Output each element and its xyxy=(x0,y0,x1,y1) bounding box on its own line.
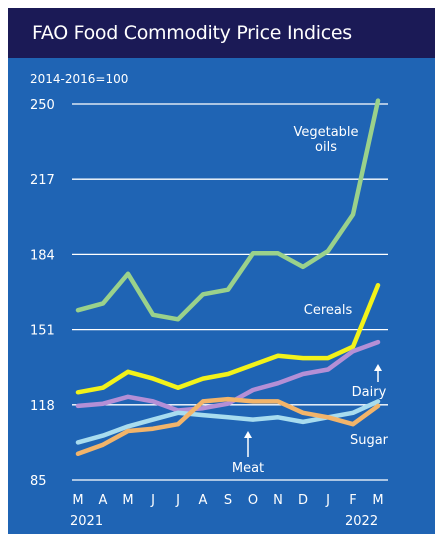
y-tick-label: 184 xyxy=(30,248,55,263)
series-label-vegetable-oils: Vegetable oils xyxy=(293,125,358,155)
year-label: 2021 xyxy=(70,514,103,529)
label-arrowhead-meat xyxy=(244,431,252,438)
base-period-label: 2014-2016=100 xyxy=(30,72,128,86)
series-label-dairy: Dairy xyxy=(352,385,387,400)
y-tick-label: 217 xyxy=(30,173,55,188)
x-tick-label: S xyxy=(224,493,232,508)
y-tick-label: 151 xyxy=(30,324,55,339)
x-tick-label: J xyxy=(150,493,155,508)
series-line-dairy xyxy=(75,339,381,413)
x-tick-label: J xyxy=(175,493,180,508)
gridlines xyxy=(72,103,388,481)
chart-frame: FAO Food Commodity Price Indices 2014-20… xyxy=(8,8,435,534)
chart-svg: 2014-2016=100 85 118 151 184 217 250 Vegetabl… xyxy=(30,72,389,529)
x-tick-label: A xyxy=(99,493,108,508)
y-tick-labels: 85 118 151 184 217 250 xyxy=(30,98,55,489)
x-tick-label: D xyxy=(298,493,308,508)
label-arrowhead-dairy xyxy=(374,364,382,371)
year-label: 2022 xyxy=(345,514,378,529)
series-lines xyxy=(75,98,381,457)
y-tick-label: 85 xyxy=(30,474,47,489)
chart-title: FAO Food Commodity Price Indices xyxy=(32,22,352,44)
y-tick-label: 118 xyxy=(30,399,55,414)
x-tick-label: A xyxy=(199,493,208,508)
x-tick-label: M xyxy=(372,493,383,508)
x-tick-label: O xyxy=(248,493,258,508)
series-labels: Vegetable oils Cereals Dairy Meat Sugar xyxy=(232,125,389,476)
x-tick-label: M xyxy=(122,493,133,508)
y-tick-label: 250 xyxy=(30,98,55,113)
title-bar: FAO Food Commodity Price Indices xyxy=(8,8,435,58)
series-line-vegetable-oils xyxy=(75,98,381,322)
series-label-meat: Meat xyxy=(232,461,264,476)
x-tick-label: N xyxy=(273,493,283,508)
series-label-sugar: Sugar xyxy=(350,433,389,448)
x-tick-label: M xyxy=(72,493,83,508)
series-line-sugar xyxy=(75,396,381,457)
series-line-cereals xyxy=(75,282,381,395)
x-tick-label: F xyxy=(349,493,356,508)
series-label-cereals: Cereals xyxy=(304,303,353,318)
x-tick-label: J xyxy=(325,493,330,508)
